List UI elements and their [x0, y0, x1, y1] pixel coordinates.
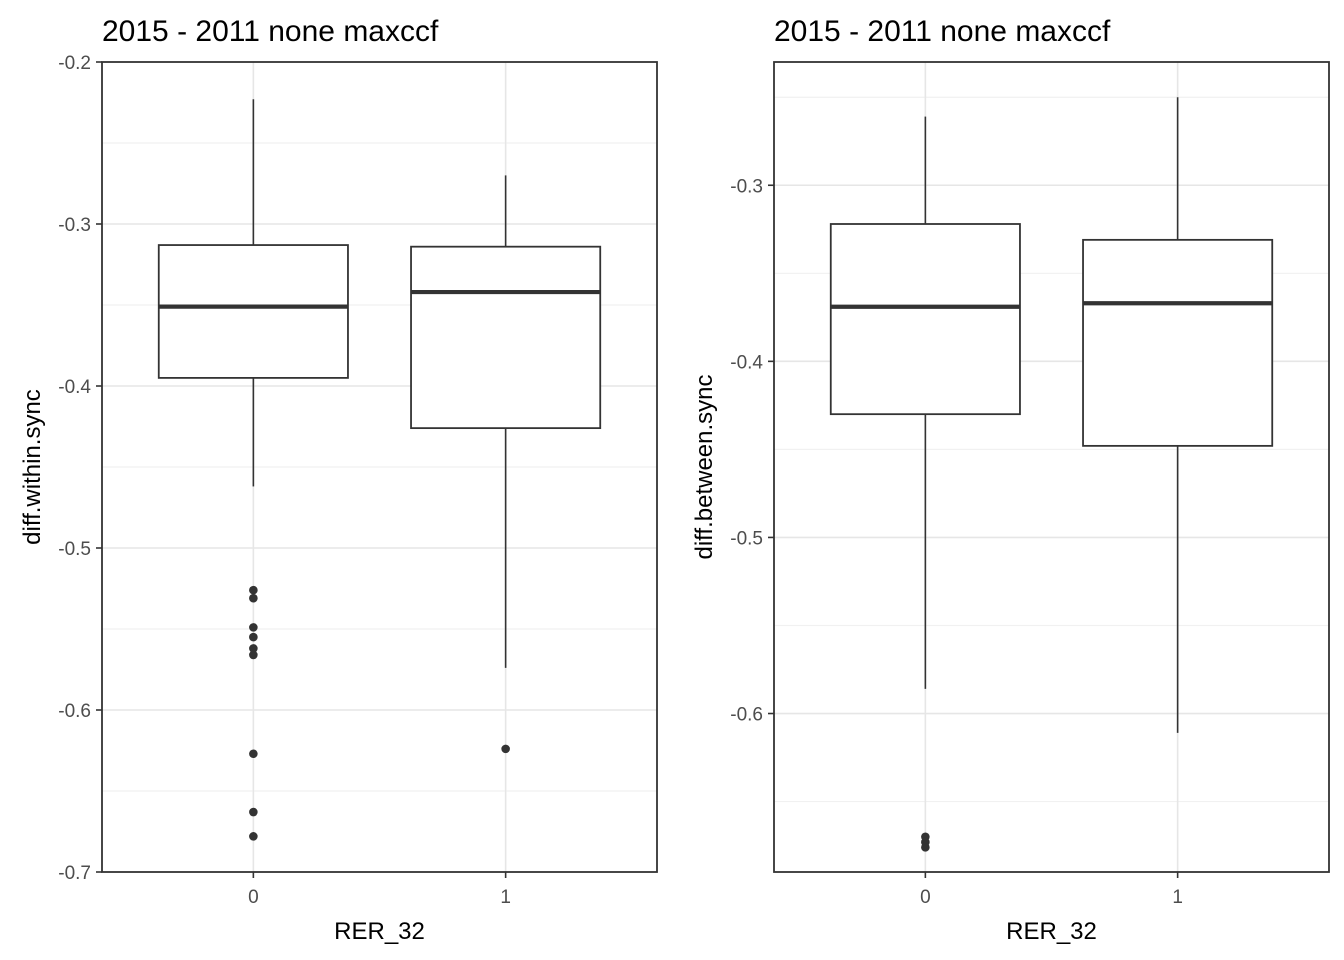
boxplot-chart-between: -0.6 -0.5 -0.4 -0.3 0 1 2015 - 2011 none maxcc… [691, 15, 1330, 945]
panel-border [773, 61, 1330, 873]
panel-background [774, 62, 1329, 872]
outlier-point [249, 632, 258, 642]
y-tick-label: -0.2 [58, 53, 91, 74]
y-tick-label: -0.5 [58, 539, 91, 560]
panel-border [101, 61, 658, 873]
outlier-point [249, 585, 258, 595]
x-tick-label: 0 [248, 887, 259, 908]
outlier-point [921, 843, 930, 852]
y-tick-label: -0.3 [58, 215, 91, 236]
chart-title: 2015 - 2011 none maxccf [102, 15, 439, 48]
box-iqr [1082, 238, 1274, 447]
y-axis-title: diff.between.sync [691, 374, 718, 559]
box-group-0 [157, 99, 349, 841]
y-tick-label: -0.4 [730, 352, 763, 373]
box-iqr [157, 244, 349, 379]
x-axis-title: RER_32 [334, 918, 425, 945]
outlier-point [249, 593, 258, 603]
y-tick-label: -0.7 [58, 863, 91, 884]
outlier-point [249, 749, 258, 759]
outlier-point [249, 807, 258, 817]
outlier-point [249, 832, 258, 841]
x-tick-label: 1 [1172, 887, 1183, 908]
box-group-0 [829, 116, 1021, 852]
y-tick-label: -0.6 [730, 705, 763, 726]
y-tick-label: -0.5 [730, 528, 763, 549]
y-tick-label: -0.6 [58, 701, 91, 722]
x-axis-title: RER_32 [1006, 918, 1097, 945]
x-tick-label: 1 [500, 887, 511, 908]
box-iqr [410, 245, 602, 430]
box-group-1 [1082, 97, 1274, 733]
y-tick-label: -0.3 [730, 176, 763, 197]
chart-title: 2015 - 2011 none maxccf [774, 15, 1111, 48]
box-group-1 [410, 175, 602, 754]
chart-panel-right: -0.6 -0.5 -0.4 -0.3 0 1 2015 - 2011 none maxcc… [672, 0, 1344, 960]
x-tick-label: 0 [920, 887, 931, 908]
boxplot-chart-within: -0.7 -0.6 -0.5 -0.4 -0.3 -0.2 0 1 2015 - 2011 no… [19, 15, 658, 945]
outlier-point [249, 623, 258, 632]
y-tick-label: -0.4 [58, 377, 91, 398]
box-iqr [829, 223, 1021, 416]
outlier-point [249, 644, 258, 653]
outlier-point [501, 744, 510, 754]
outlier-point [249, 650, 258, 660]
chart-panel-left: -0.7 -0.6 -0.5 -0.4 -0.3 -0.2 0 1 2015 - 2011 no… [19, 15, 658, 945]
y-axis-title: diff.within.sync [19, 389, 46, 545]
